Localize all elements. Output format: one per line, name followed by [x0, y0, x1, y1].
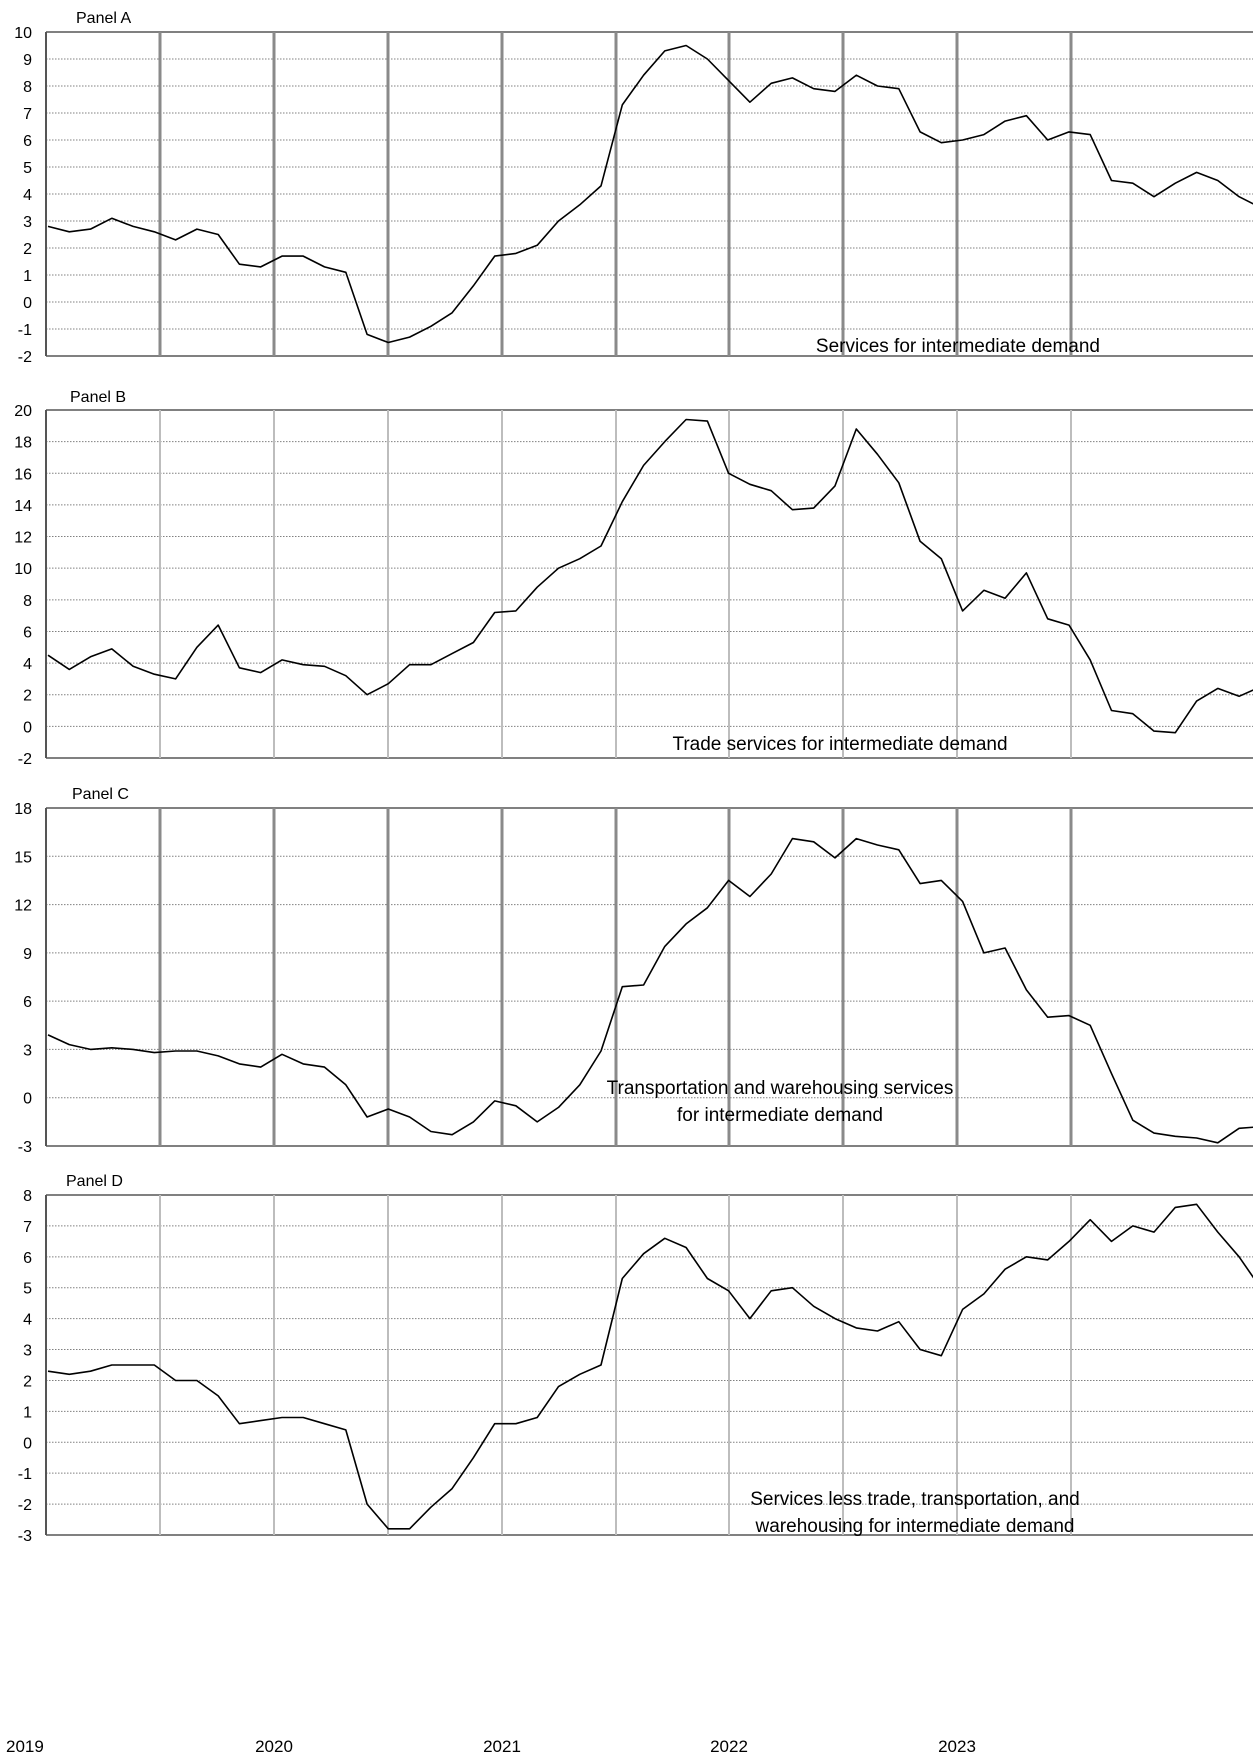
ytick-label: -2	[18, 1497, 32, 1514]
ytick-label: -1	[18, 1466, 32, 1483]
panel-label: Panel C	[72, 786, 129, 803]
ytick-label: 0	[23, 1435, 32, 1452]
series-label: warehousing for intermediate demand	[755, 1516, 1075, 1537]
ytick-label: 6	[23, 133, 32, 150]
ytick-label: 9	[23, 52, 32, 69]
ytick-label: 16	[14, 466, 32, 483]
series-label: for intermediate demand	[677, 1105, 883, 1126]
ytick-label: 12	[14, 898, 32, 915]
ytick-label: 15	[14, 849, 32, 866]
xtick-label: 2019	[6, 1737, 44, 1756]
ytick-label: 9	[23, 946, 32, 963]
ytick-label: 1	[23, 268, 32, 285]
ytick-label: 14	[14, 498, 32, 515]
ytick-label: -2	[18, 751, 32, 768]
ytick-label: -3	[18, 1528, 32, 1545]
ytick-label: 5	[23, 160, 32, 177]
xtick-label: 2022	[710, 1737, 748, 1756]
ytick-label: 4	[23, 187, 32, 204]
ytick-label: 8	[23, 79, 32, 96]
series-label: Services less trade, transportation, and	[750, 1489, 1080, 1510]
series-label: Services for intermediate demand	[816, 336, 1100, 357]
ytick-label: 0	[23, 1091, 32, 1108]
ytick-label: 2	[23, 688, 32, 705]
ytick-label: 10	[14, 561, 32, 578]
ytick-label: 3	[23, 1042, 32, 1059]
series-label: Trade services for intermediate demand	[672, 734, 1007, 755]
ytick-label: 3	[23, 1343, 32, 1360]
ytick-label: 18	[14, 801, 32, 818]
ytick-label: 10	[14, 25, 32, 42]
panel-label: Panel D	[66, 1173, 123, 1190]
ytick-label: 6	[23, 994, 32, 1011]
ytick-label: 12	[14, 530, 32, 547]
xtick-label: 2020	[255, 1737, 293, 1756]
ytick-label: 7	[23, 106, 32, 123]
ytick-label: 0	[23, 295, 32, 312]
series-line-panel-b	[47, 418, 1253, 734]
xtick-label: 2023	[938, 1737, 976, 1756]
ytick-label: 4	[23, 1312, 32, 1329]
series-line-panel-a	[47, 44, 1253, 344]
ytick-label: 18	[14, 435, 32, 452]
ytick-label: 1	[23, 1404, 32, 1421]
series-line-panel-c	[47, 837, 1253, 1144]
ytick-label: 3	[23, 214, 32, 231]
xtick-label: 2021	[483, 1737, 521, 1756]
ytick-label: 20	[14, 403, 32, 420]
panel-label: Panel B	[70, 389, 126, 406]
ytick-label: 2	[23, 1373, 32, 1390]
ytick-label: 4	[23, 656, 32, 673]
ytick-label: 7	[23, 1219, 32, 1236]
ytick-label: 8	[23, 1188, 32, 1205]
ytick-label: -2	[18, 349, 32, 366]
ytick-label: 0	[23, 719, 32, 736]
ytick-label: 6	[23, 1250, 32, 1267]
ytick-label: 2	[23, 241, 32, 258]
ytick-label: 6	[23, 624, 32, 641]
series-line-panel-d	[47, 1203, 1253, 1530]
series-label: Transportation and warehousing services	[607, 1078, 954, 1099]
ytick-label: -3	[18, 1139, 32, 1156]
ytick-label: 5	[23, 1281, 32, 1298]
ytick-label: -1	[18, 322, 32, 339]
panel-label: Panel A	[76, 10, 131, 27]
ytick-label: 8	[23, 593, 32, 610]
